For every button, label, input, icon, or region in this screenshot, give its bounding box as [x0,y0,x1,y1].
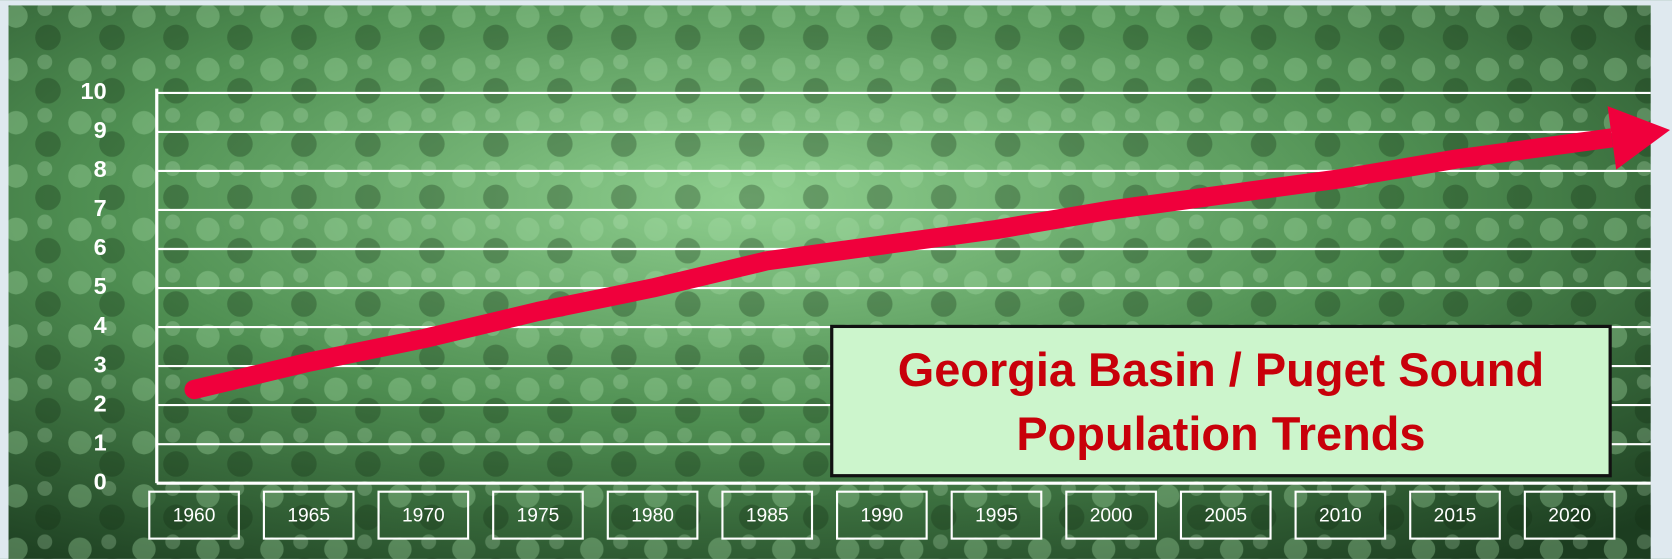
x-tick-label: 2000 [1090,505,1133,526]
y-tick-label: 1 [94,429,107,455]
y-tick-label: 5 [94,273,107,299]
x-tick-label: 1975 [517,505,560,526]
y-tick-label: 4 [94,312,107,338]
x-tick-label: 2020 [1548,505,1591,526]
y-tick-label: 9 [94,117,107,143]
x-tick-label: 2010 [1319,505,1362,526]
y-tick-label: 3 [94,351,107,377]
y-tick-label: 8 [94,156,107,182]
y-tick-label: 6 [94,234,107,260]
page: {"chart_data": {"type": "line", "title":… [0,0,1672,559]
x-tick-label: 2015 [1434,505,1477,526]
chart-title: Georgia Basin / Puget Sound [898,344,1544,396]
x-tick-label: 1980 [631,505,674,526]
y-tick-label: 10 [81,78,107,104]
x-tick-label: 1965 [287,505,330,526]
y-tick-label: 7 [94,195,107,221]
x-tick-label: 1995 [975,505,1018,526]
title-box: Georgia Basin / Puget Sound Population T… [832,326,1610,475]
x-tick-label: 1985 [746,505,789,526]
y-tick-label: 0 [94,468,107,494]
trend-line-tail [1570,138,1612,144]
x-tick-label: 1970 [402,505,445,526]
chart: 0 1 2 3 4 5 6 7 8 9 10 1960 1965 1970 1975 1980 1985 1990… [0,0,1672,559]
chart-title: Population Trends [1016,408,1425,460]
y-tick-label: 2 [94,390,107,416]
x-tick-label: 2005 [1204,505,1247,526]
x-tick-label: 1990 [861,505,904,526]
x-tick-label: 1960 [173,505,216,526]
